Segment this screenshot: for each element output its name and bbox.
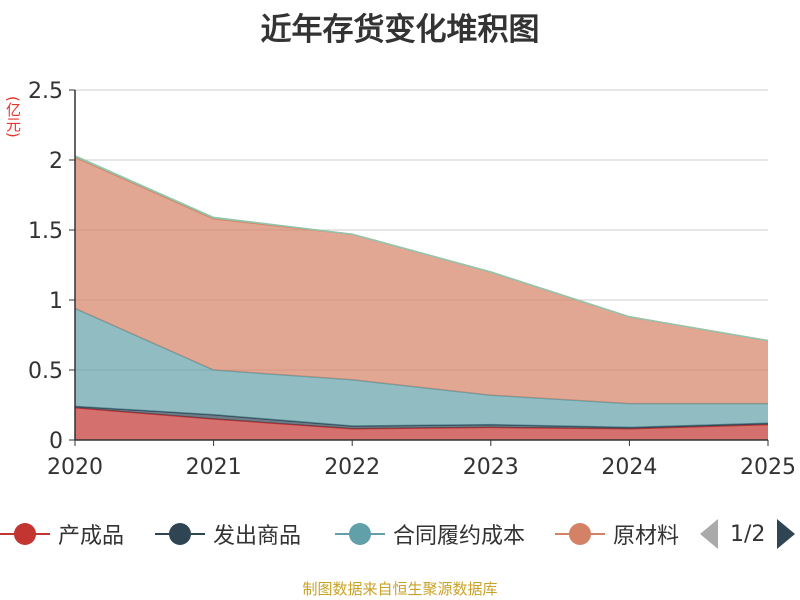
area-产成品[interactable] [75, 407, 768, 440]
y-tick-label: 2 [49, 149, 63, 174]
legend-marker-icon [0, 521, 50, 547]
legend-items: 产成品 发出商品 合同履约成本 原材料 [0, 512, 683, 556]
area-发出商品[interactable] [75, 406, 768, 429]
legend-label: 产成品 [58, 524, 125, 549]
area-合同履约成本[interactable] [75, 308, 768, 428]
legend-item[interactable]: 产成品 [0, 512, 124, 556]
x-tick-label: 2023 [463, 455, 519, 480]
legend: 产成品 发出商品 合同履约成本 原材料 1/2 [0, 512, 800, 556]
y-tick-label: 0 [49, 429, 63, 454]
legend-item[interactable]: 合同履约成本 [335, 512, 525, 556]
tick-labels: 0 0.5 1 1.5 2 2.5 2020 2021 2022 2023 2024 2025 [28, 79, 796, 480]
source-note: 制图数据来自恒生聚源数据库 [302, 580, 498, 598]
legend-label: 发出商品 [213, 524, 302, 549]
legend-item[interactable]: 发出商品 [155, 512, 301, 556]
legend-item[interactable]: 原材料 [555, 512, 679, 556]
y-tick-label: 1.5 [28, 219, 63, 244]
stacked-area-chart: 0 0.5 1 1.5 2 2.5 2020 2021 2022 2023 2024 2025 [28, 79, 796, 480]
x-tick-label: 2020 [47, 455, 103, 480]
x-tick-label: 2021 [186, 455, 242, 480]
area-series [74, 155, 769, 440]
legend-pager: 1/2 [700, 512, 796, 556]
legend-label: 合同履约成本 [393, 524, 526, 549]
legend-marker-icon [155, 521, 205, 547]
axes [69, 89, 769, 446]
x-tick-label: 2025 [740, 455, 796, 480]
x-tick-label: 2022 [324, 455, 380, 480]
legend-next-page-icon[interactable] [777, 519, 796, 549]
legend-marker-icon [335, 521, 385, 547]
y-tick-label: 1 [49, 289, 63, 314]
x-tick-label: 2024 [601, 455, 657, 480]
y-axis-unit: (亿元) [4, 96, 22, 138]
area-原材料[interactable] [75, 157, 768, 404]
legend-page-indicator: 1/2 [730, 521, 766, 547]
legend-prev-page-icon[interactable] [700, 519, 718, 549]
chart-title: 近年存货变化堆积图 [260, 12, 540, 48]
line-产成品 [74, 407, 769, 430]
y-tick-label: 0.5 [28, 359, 63, 384]
legend-marker-icon [555, 521, 605, 547]
y-tick-label: 2.5 [28, 79, 63, 104]
line-库存商品 [74, 155, 769, 342]
legend-label: 原材料 [613, 524, 680, 549]
